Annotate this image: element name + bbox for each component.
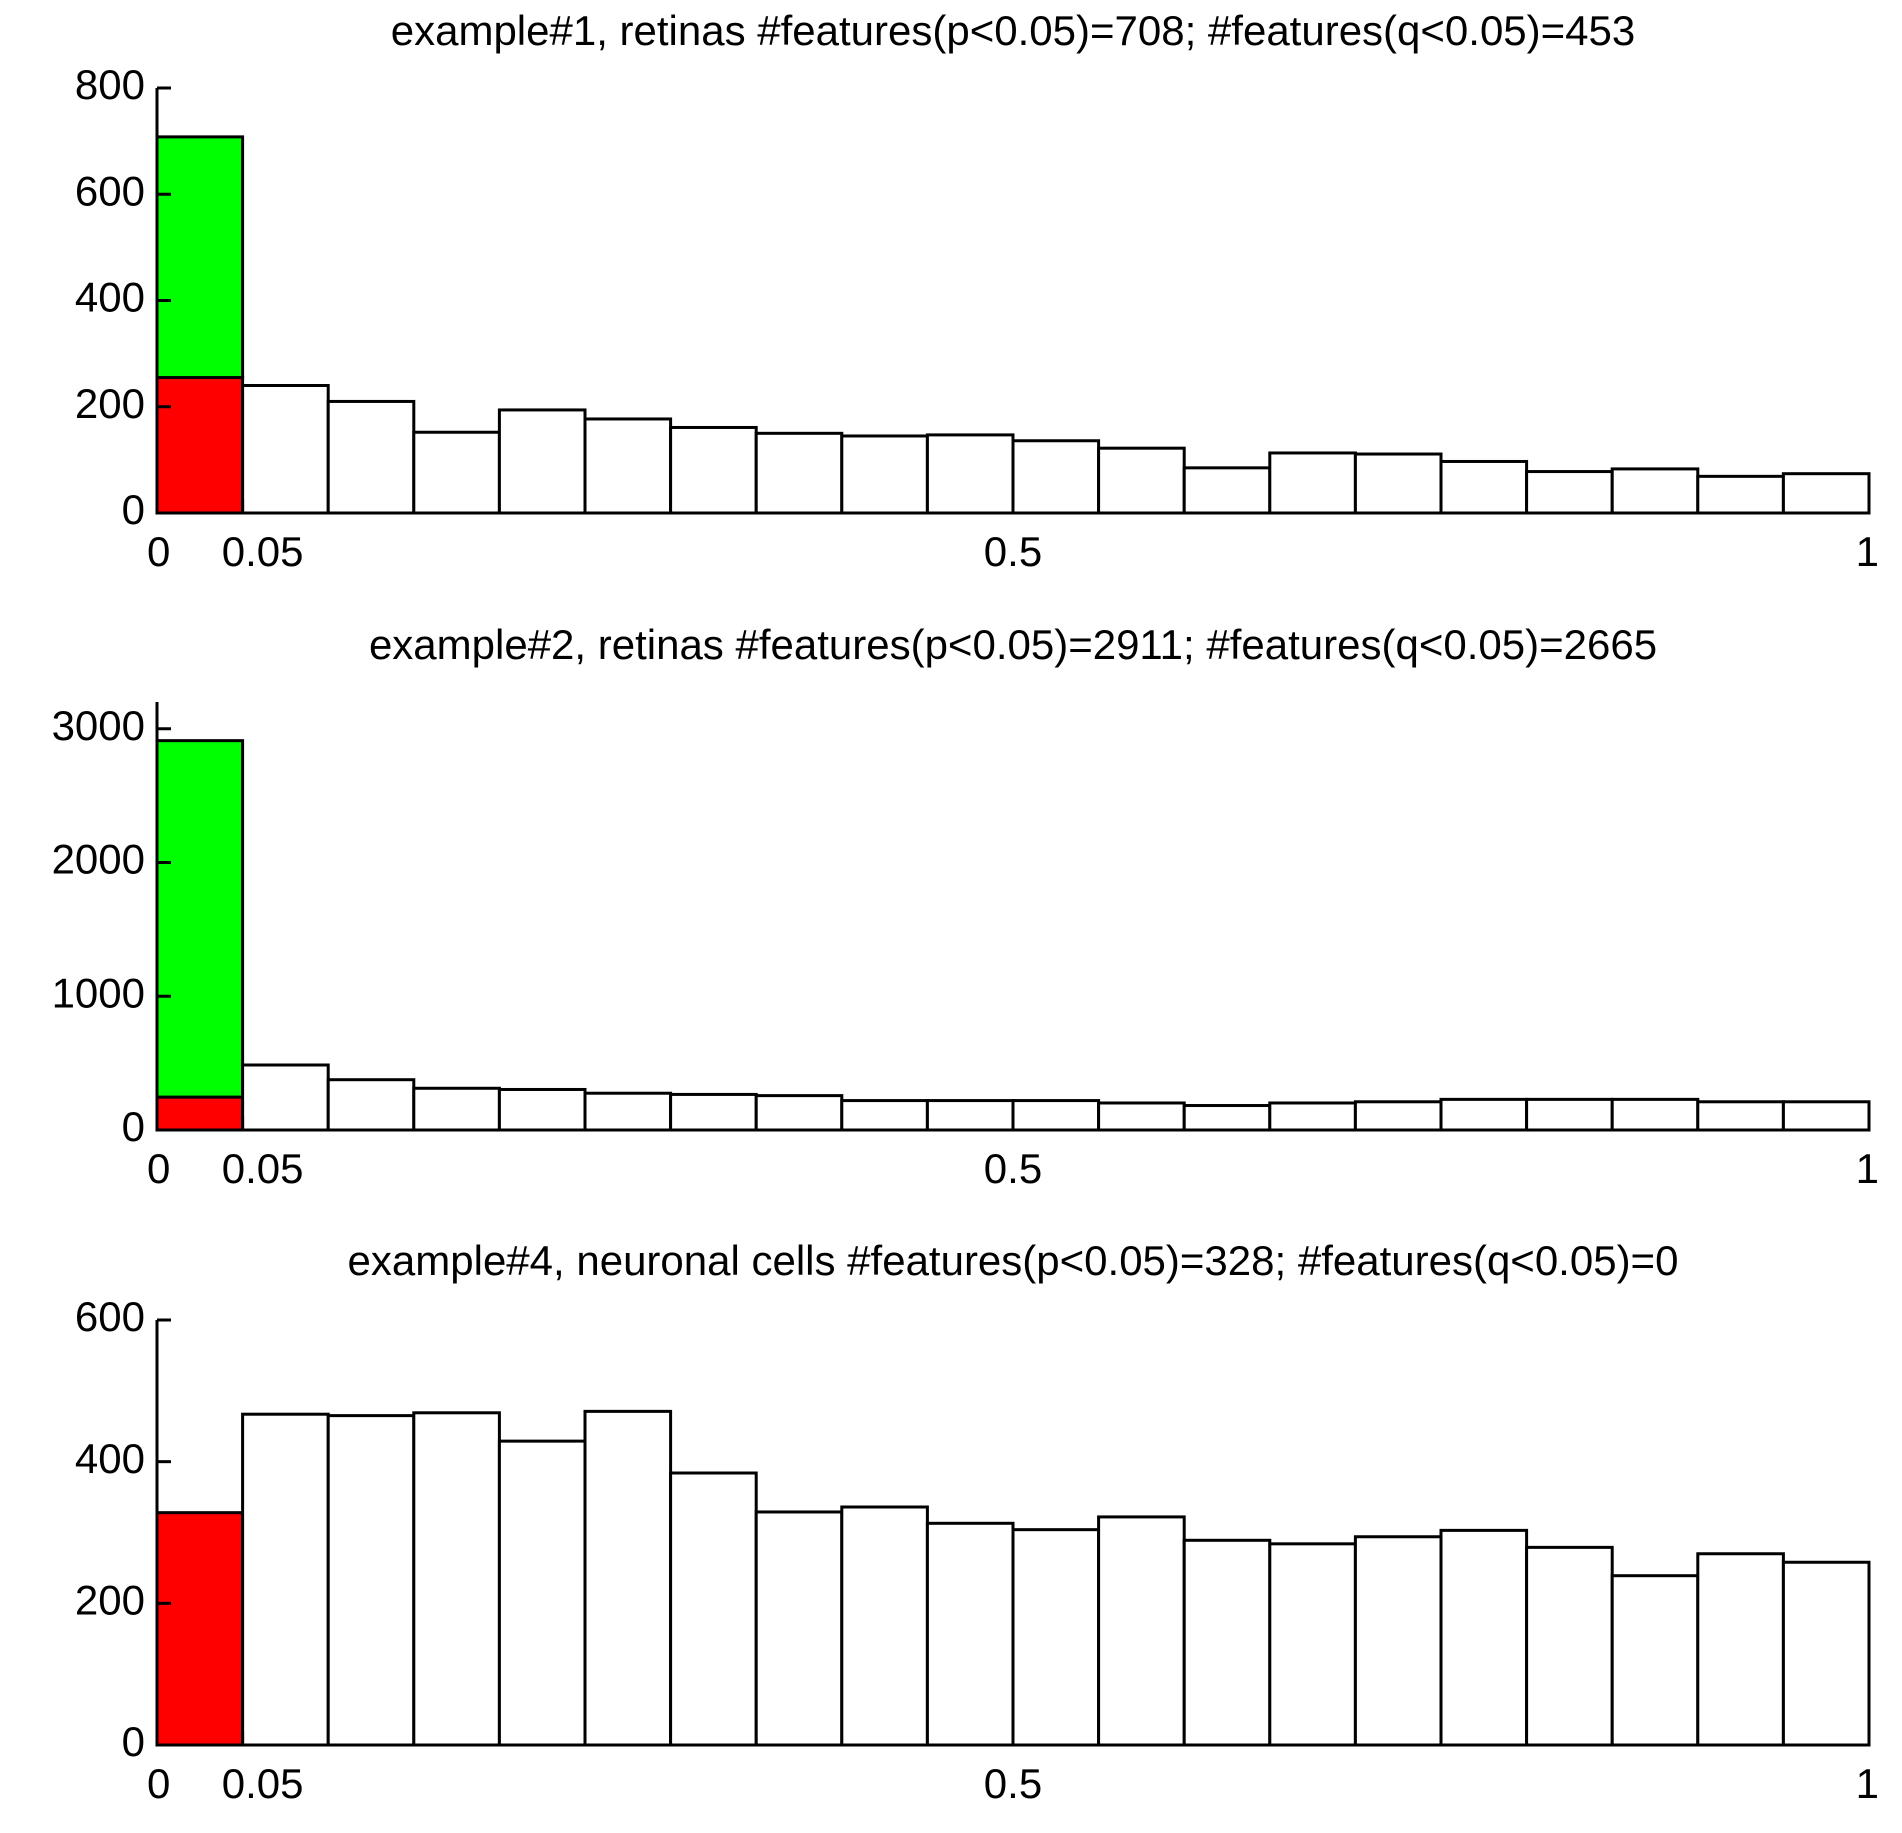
x-tick-label: 1	[1856, 1145, 1879, 1192]
y-tick-label: 200	[75, 1576, 145, 1623]
histogram-bar	[1696, 474, 1785, 515]
histogram-bar	[1610, 1097, 1700, 1132]
histogram-bar	[583, 1091, 673, 1132]
chart-title: example#1, retinas #features(p<0.05)=708…	[391, 7, 1636, 54]
histogram-bar	[840, 1505, 929, 1747]
histogram-bar	[326, 1414, 416, 1747]
x-tick-label: 0.5	[984, 528, 1042, 575]
histogram-bar	[155, 376, 245, 515]
y-tick-label: 400	[75, 274, 145, 321]
histogram-bar	[155, 739, 245, 1099]
histogram-bar	[1525, 1097, 1614, 1132]
y-tick-label: 600	[75, 1293, 145, 1340]
histogram-bar	[1182, 1104, 1272, 1132]
histogram-bar	[1610, 1574, 1700, 1747]
histogram-bar	[754, 1510, 844, 1747]
histogram-bar	[669, 425, 758, 515]
y-tick-label: 0	[122, 486, 145, 533]
y-tick-label: 2000	[52, 836, 145, 883]
histogram-bar	[1011, 1528, 1101, 1747]
histogram-bar	[497, 1439, 587, 1747]
histogram-bar	[241, 1063, 330, 1132]
histogram-bar	[1439, 1097, 1529, 1132]
histogram-bar	[1011, 1099, 1101, 1132]
histogram-bar	[669, 1471, 758, 1747]
y-tick-label: 600	[75, 167, 145, 214]
y-tick-label: 200	[75, 380, 145, 427]
histogram-bar	[497, 1087, 587, 1132]
x-tick-label: 0	[147, 1760, 170, 1807]
y-tick-label: 0	[122, 1103, 145, 1150]
chart-title: example#4, neuronal cells #features(p<0.…	[348, 1237, 1679, 1284]
y-tick-label: 800	[75, 61, 145, 108]
x-tick-label: 0.05	[222, 1760, 304, 1807]
x-tick-label: 0.05	[222, 528, 304, 575]
histogram-bar	[1353, 452, 1443, 515]
histogram-bar	[326, 1078, 416, 1132]
x-tick-label: 0.5	[984, 1760, 1042, 1807]
y-tick-label: 400	[75, 1435, 145, 1482]
histogram-bar	[1439, 1528, 1529, 1747]
histogram-bar	[1268, 1542, 1357, 1747]
histogram-bar	[925, 1521, 1015, 1747]
histogram-bar	[241, 384, 330, 515]
x-tick-label: 1	[1856, 528, 1879, 575]
y-tick-label: 0	[122, 1718, 145, 1765]
histogram-bar	[669, 1092, 758, 1132]
histogram-bar	[1525, 470, 1614, 515]
histogram-bar	[840, 434, 929, 515]
histogram-bar	[1353, 1100, 1443, 1132]
x-tick-label: 0	[147, 1145, 170, 1192]
histogram-bar	[1610, 467, 1700, 515]
x-tick-label: 0.5	[984, 1145, 1042, 1192]
chart-title: example#2, retinas #features(p<0.05)=291…	[369, 621, 1657, 668]
x-tick-label: 0.05	[222, 1145, 304, 1192]
histogram-bar	[1097, 1101, 1186, 1132]
histogram-bar	[1781, 1100, 1871, 1132]
x-tick-label: 1	[1856, 1760, 1879, 1807]
histogram-bar	[412, 430, 501, 515]
histogram-bar	[1268, 451, 1357, 515]
histogram-bar	[155, 1511, 245, 1747]
histogram-bar	[1353, 1535, 1443, 1747]
histogram-bar	[925, 433, 1015, 515]
histogram-bar	[1268, 1101, 1357, 1132]
histogram-bar	[326, 399, 416, 515]
histogram-bar	[155, 1095, 245, 1132]
y-tick-label: 1000	[52, 969, 145, 1016]
histogram-bar	[412, 1411, 501, 1747]
histogram-bar	[412, 1086, 501, 1132]
histogram-bar	[1439, 459, 1529, 515]
x-tick-label: 0	[147, 528, 170, 575]
histogram-bar	[497, 408, 587, 515]
histogram-bar	[155, 135, 245, 380]
histogram-bar	[1182, 1538, 1272, 1747]
y-tick-label: 3000	[52, 702, 145, 749]
histogram-bar	[241, 1412, 330, 1747]
histogram-bar	[754, 1094, 844, 1132]
histogram-bar	[1011, 439, 1101, 515]
histogram-bar	[1182, 466, 1272, 515]
histogram-bar	[583, 1409, 673, 1747]
histogram-bar	[925, 1099, 1015, 1132]
histogram-bar	[1696, 1552, 1785, 1747]
histogram-bar	[1781, 472, 1871, 515]
histogram-bar	[1525, 1545, 1614, 1747]
histogram-bar	[583, 417, 673, 515]
histogram-bar	[754, 431, 844, 515]
histogram-bar	[1781, 1560, 1871, 1747]
histogram-bar	[1097, 446, 1186, 515]
histogram-bar	[1097, 1515, 1186, 1747]
histogram-bar	[1696, 1100, 1785, 1132]
histogram-bar	[840, 1099, 929, 1132]
